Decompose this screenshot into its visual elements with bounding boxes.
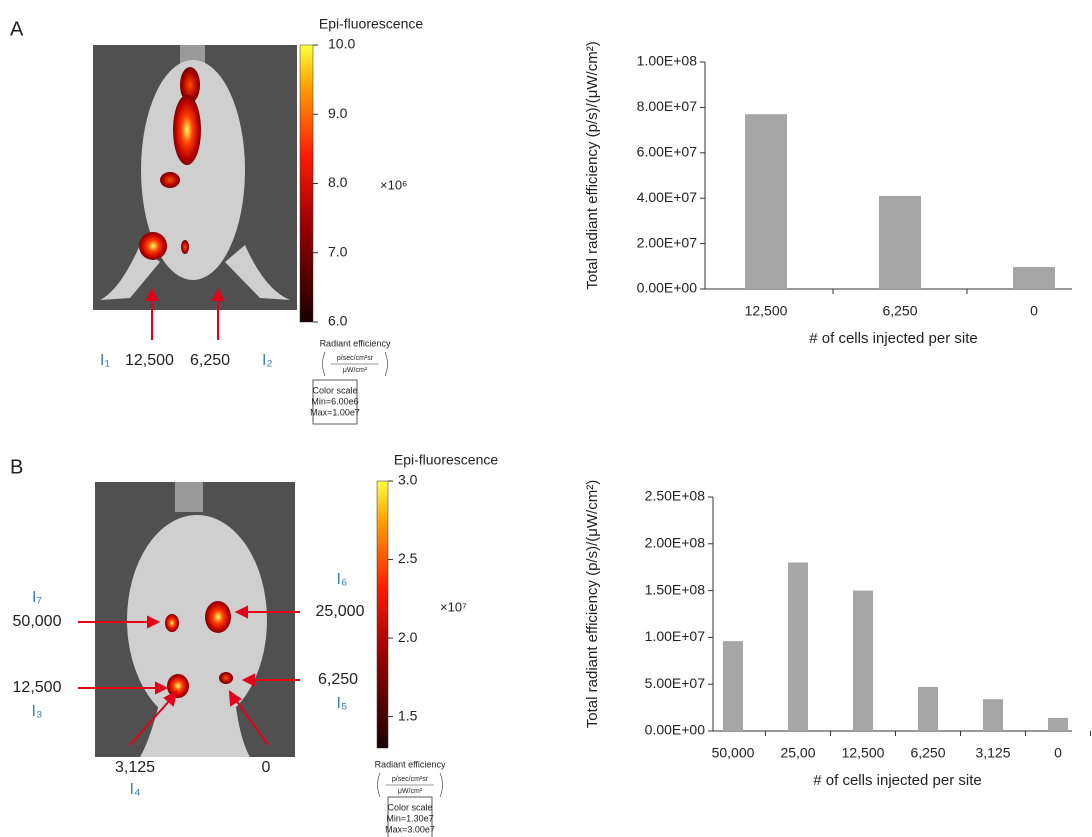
x-tick-label: 3,125 bbox=[975, 745, 1010, 761]
y-tick-label: 1.50E+08 bbox=[645, 581, 706, 597]
colorbar-tick-label: 1.5 bbox=[398, 707, 418, 723]
y-tick-label: 1.00E+07 bbox=[645, 628, 706, 644]
y-tick-label: 5.00E+07 bbox=[645, 675, 706, 691]
unit-denominator: μW/cm² bbox=[343, 367, 368, 374]
unit-denominator: μW/cm² bbox=[398, 788, 423, 795]
colorbar bbox=[299, 44, 314, 323]
arrows bbox=[78, 605, 300, 746]
roi-label: I₅ bbox=[337, 695, 348, 712]
paren bbox=[377, 772, 443, 798]
scale-box-text: Min=1.30e7 bbox=[386, 813, 433, 823]
bar bbox=[918, 687, 938, 731]
colorbar-tick-label: 9.0 bbox=[328, 105, 348, 121]
unit-numerator: p/sec/cm²sr bbox=[392, 776, 429, 783]
roi-label: I₆ bbox=[337, 571, 348, 588]
x-tick-label: 12,500 bbox=[745, 303, 788, 319]
colorbar-tick-label: 8.0 bbox=[328, 174, 348, 190]
roi-label: 6,250 bbox=[318, 671, 358, 688]
scale-box-text: Color scale bbox=[312, 385, 357, 395]
y-tick-label: 1.00E+08 bbox=[637, 53, 698, 69]
roi-label: 12,500 bbox=[13, 679, 62, 696]
colorbar-tick-label: 3.0 bbox=[398, 472, 418, 488]
mouse-image bbox=[93, 45, 297, 310]
roi-label: 12,500 bbox=[125, 352, 174, 369]
roi-label: 6,250 bbox=[190, 352, 230, 369]
colorbar-multiplier: ×10⁶ bbox=[380, 177, 407, 192]
roi-label: 50,000 bbox=[13, 613, 62, 630]
bar bbox=[879, 195, 921, 289]
paren bbox=[322, 351, 388, 377]
x-tick-label: 6,250 bbox=[882, 303, 917, 319]
colorbar-title: Epi-fluorescence bbox=[319, 16, 423, 32]
bar bbox=[983, 699, 1003, 731]
colorbar-tick-label: 7.0 bbox=[328, 243, 348, 259]
x-axis-label: # of cells injected per site bbox=[809, 330, 977, 347]
mouse-image bbox=[95, 482, 295, 757]
y-tick-label: 0.00E+00 bbox=[637, 280, 698, 296]
bar bbox=[1013, 266, 1055, 289]
arrows bbox=[145, 287, 225, 340]
colorbar-tick-label: 10.0 bbox=[328, 36, 355, 52]
scale-box-text: Max=3.00e7 bbox=[385, 824, 435, 834]
scale-box bbox=[387, 796, 433, 837]
y-tick-label: 2.50E+08 bbox=[645, 488, 706, 504]
roi-label: I₁ bbox=[100, 352, 110, 369]
x-tick-label: 6,250 bbox=[910, 745, 945, 761]
y-tick-label: 2.00E+07 bbox=[637, 234, 698, 250]
colorbar-tick-label: 2.0 bbox=[398, 629, 418, 645]
x-tick-label: 50,000 bbox=[712, 745, 755, 761]
y-axis-label: Total radiant efficiency (p/s)/(μW/cm²) bbox=[584, 480, 601, 728]
bar bbox=[1048, 717, 1068, 731]
y-tick-label: 4.00E+07 bbox=[637, 189, 698, 205]
y-tick-label: 2.00E+08 bbox=[645, 535, 706, 551]
roi-label: 3,125 bbox=[115, 759, 155, 776]
x-tick-label: 0 bbox=[1054, 745, 1062, 761]
roi-label: 0 bbox=[262, 759, 271, 776]
panel-label: A bbox=[10, 18, 24, 40]
roi-label: I₇ bbox=[32, 589, 42, 606]
colorbar-tick-label: 6.0 bbox=[328, 313, 348, 329]
colorbar-tick-label: 2.5 bbox=[398, 550, 418, 566]
y-tick-label: 0.00E+00 bbox=[645, 722, 706, 738]
roi-label: I₄ bbox=[130, 781, 141, 798]
colorbar-multiplier: ×10⁷ bbox=[440, 599, 467, 614]
scale-box bbox=[312, 379, 358, 425]
bar bbox=[853, 590, 873, 731]
roi-label: 25,000 bbox=[316, 603, 365, 620]
y-axis-label: Total radiant efficiency (p/s)/(μW/cm²) bbox=[584, 41, 601, 289]
x-axis-label: # of cells injected per site bbox=[813, 772, 981, 789]
unit-numerator: p/sec/cm²sr bbox=[337, 355, 374, 362]
bar bbox=[723, 641, 743, 731]
y-tick-label: 6.00E+07 bbox=[637, 144, 698, 160]
scale-box-text: Min=6.00e6 bbox=[311, 396, 358, 406]
unit-title: Radiant efficiency bbox=[320, 338, 391, 348]
roi-label: I₂ bbox=[262, 352, 273, 369]
panel-label: B bbox=[10, 456, 23, 478]
bar bbox=[745, 114, 787, 290]
scale-box-text: Max=1.00e7 bbox=[310, 407, 360, 417]
bar bbox=[788, 562, 808, 731]
colorbar bbox=[376, 480, 389, 749]
roi-label: I₃ bbox=[32, 703, 43, 720]
y-tick-label: 8.00E+07 bbox=[637, 98, 698, 114]
scale-box-text: Color scale bbox=[387, 802, 432, 812]
colorbar-title: Epi-fluorescence bbox=[394, 452, 498, 468]
unit-title: Radiant efficiency bbox=[375, 759, 446, 769]
x-tick-label: 12,500 bbox=[842, 745, 885, 761]
x-tick-label: 0 bbox=[1030, 303, 1038, 319]
x-tick-label: 25,00 bbox=[780, 745, 815, 761]
